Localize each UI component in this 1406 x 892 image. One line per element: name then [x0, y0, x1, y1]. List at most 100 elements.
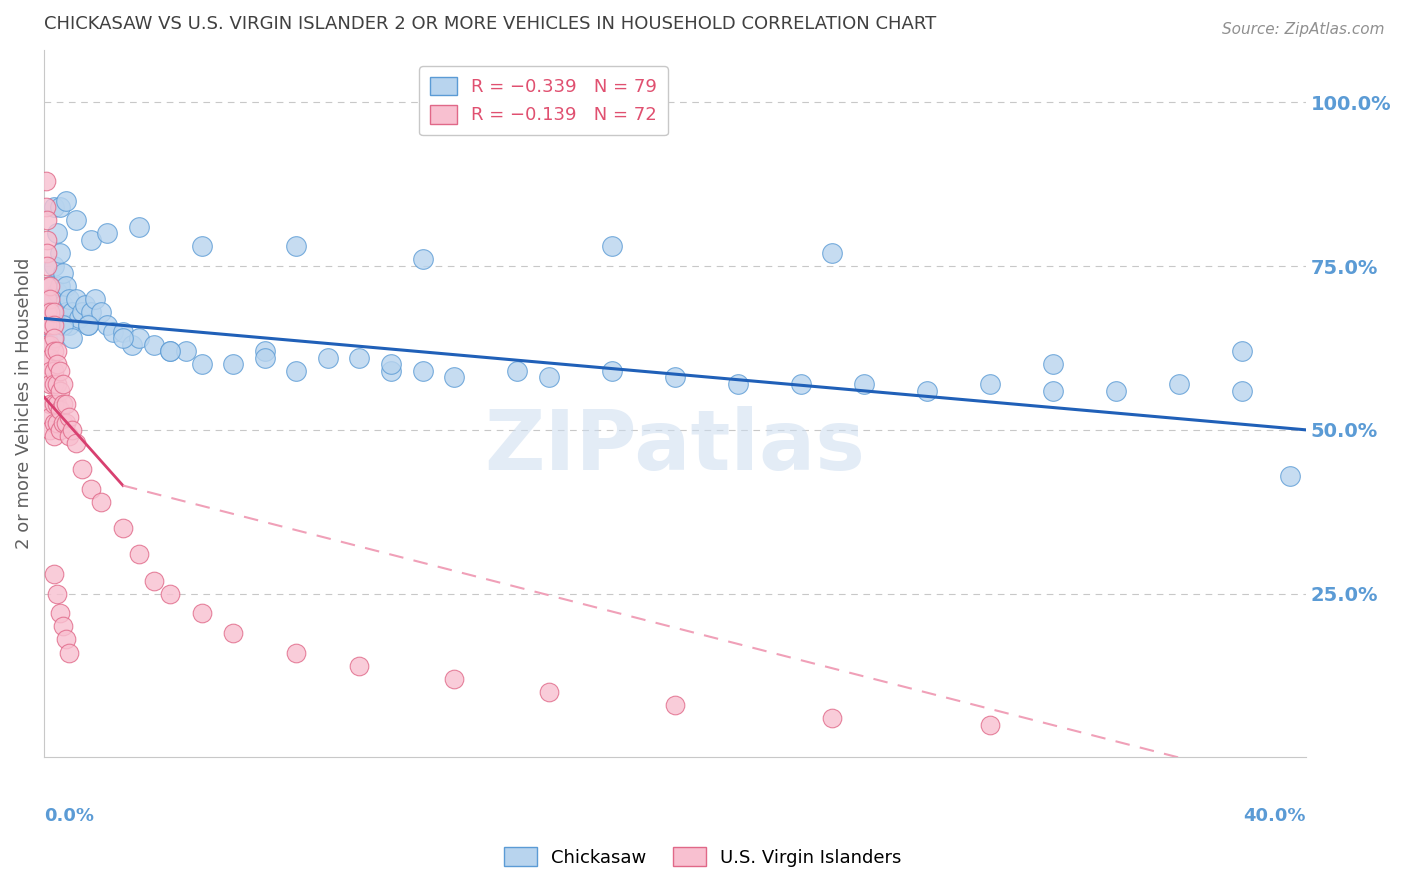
Point — [537, 370, 560, 384]
Point — [34, 174, 56, 188]
Point — [83, 292, 105, 306]
Point — [790, 376, 813, 391]
Point — [853, 376, 876, 391]
Point — [37, 213, 59, 227]
Point — [915, 384, 938, 398]
Text: 40.0%: 40.0% — [1243, 807, 1306, 825]
Point — [1278, 468, 1301, 483]
Point — [52, 417, 75, 431]
Point — [55, 194, 77, 208]
Point — [55, 396, 77, 410]
Point — [39, 396, 62, 410]
Point — [62, 331, 84, 345]
Point — [380, 357, 402, 371]
Point — [349, 658, 371, 673]
Point — [75, 298, 97, 312]
Legend: Chickasaw, U.S. Virgin Islanders: Chickasaw, U.S. Virgin Islanders — [496, 840, 910, 874]
Point — [349, 351, 371, 365]
Point — [39, 318, 62, 332]
Point — [42, 429, 65, 443]
Point — [103, 325, 125, 339]
Point — [121, 337, 143, 351]
Point — [45, 344, 67, 359]
Point — [49, 607, 72, 621]
Point — [90, 305, 112, 319]
Point — [37, 357, 59, 371]
Text: CHICKASAW VS U.S. VIRGIN ISLANDER 2 OR MORE VEHICLES IN HOUSEHOLD CORRELATION CH: CHICKASAW VS U.S. VIRGIN ISLANDER 2 OR M… — [44, 15, 936, 33]
Point — [52, 318, 75, 332]
Point — [191, 239, 214, 253]
Point — [821, 246, 844, 260]
Point — [37, 318, 59, 332]
Point — [39, 337, 62, 351]
Point — [62, 305, 84, 319]
Point — [159, 344, 181, 359]
Point — [70, 305, 93, 319]
Point — [1042, 357, 1064, 371]
Point — [111, 521, 134, 535]
Point — [37, 278, 59, 293]
Point — [65, 292, 87, 306]
Point — [39, 292, 62, 306]
Point — [58, 646, 80, 660]
Point — [285, 239, 308, 253]
Point — [412, 364, 434, 378]
Point — [39, 278, 62, 293]
Point — [39, 376, 62, 391]
Point — [58, 429, 80, 443]
Point — [664, 698, 686, 712]
Point — [111, 325, 134, 339]
Point — [65, 436, 87, 450]
Point — [80, 305, 103, 319]
Point — [128, 331, 150, 345]
Point — [316, 351, 339, 365]
Point — [52, 396, 75, 410]
Point — [45, 376, 67, 391]
Point — [222, 357, 245, 371]
Point — [42, 417, 65, 431]
Text: 0.0%: 0.0% — [44, 807, 94, 825]
Point — [58, 409, 80, 424]
Point — [49, 403, 72, 417]
Point — [821, 711, 844, 725]
Point — [537, 685, 560, 699]
Point — [600, 364, 623, 378]
Point — [37, 259, 59, 273]
Text: ZIPatlas: ZIPatlas — [484, 406, 865, 486]
Point — [49, 384, 72, 398]
Point — [1232, 384, 1254, 398]
Point — [42, 318, 65, 332]
Point — [664, 370, 686, 384]
Point — [49, 246, 72, 260]
Point — [380, 364, 402, 378]
Point — [443, 370, 465, 384]
Point — [39, 305, 62, 319]
Point — [49, 278, 72, 293]
Point — [42, 376, 65, 391]
Point — [1042, 384, 1064, 398]
Point — [49, 423, 72, 437]
Point — [58, 292, 80, 306]
Point — [96, 227, 118, 241]
Point — [253, 344, 276, 359]
Point — [39, 351, 62, 365]
Point — [52, 376, 75, 391]
Point — [42, 305, 65, 319]
Point — [49, 364, 72, 378]
Point — [727, 376, 749, 391]
Point — [62, 423, 84, 437]
Point — [39, 364, 62, 378]
Point — [42, 259, 65, 273]
Point — [285, 364, 308, 378]
Point — [52, 619, 75, 633]
Point — [128, 219, 150, 234]
Point — [45, 305, 67, 319]
Point — [39, 278, 62, 293]
Point — [443, 672, 465, 686]
Point — [65, 213, 87, 227]
Point — [42, 331, 65, 345]
Point — [42, 292, 65, 306]
Point — [77, 318, 100, 332]
Point — [37, 246, 59, 260]
Point — [80, 482, 103, 496]
